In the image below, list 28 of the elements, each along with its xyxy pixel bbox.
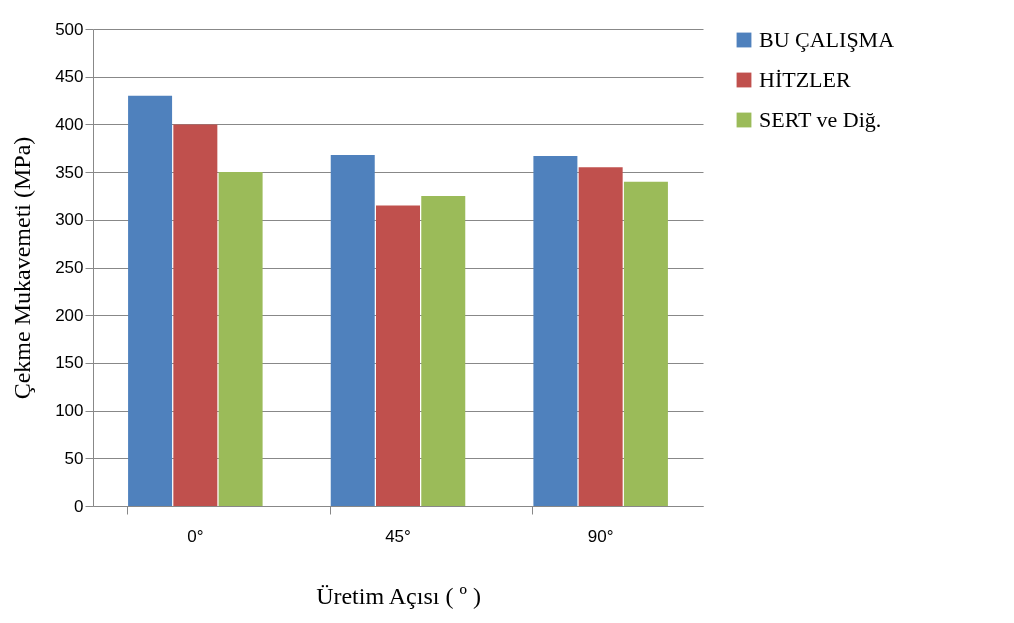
y-tick-label: 500	[55, 19, 84, 39]
y-tick-label: 200	[55, 305, 84, 325]
y-tick-label: 300	[55, 210, 84, 230]
bar	[376, 205, 420, 506]
y-axis-title: Çekme Mukavemeti (MPa)	[9, 136, 36, 400]
legend-label: BU ÇALIŞMA	[759, 27, 895, 52]
y-tick-label: 250	[55, 258, 84, 277]
bar	[330, 154, 375, 506]
bar	[533, 155, 578, 506]
bar	[173, 124, 218, 506]
bar	[421, 195, 466, 506]
legend-label: SERT ve Diğ.	[759, 107, 882, 132]
x-tick-label: 90°	[587, 526, 614, 546]
x-axis-title: Üretim Açısı ( º )	[316, 582, 481, 609]
bar	[218, 172, 263, 506]
bar	[578, 167, 623, 506]
y-tick-label: 450	[55, 67, 84, 87]
bar	[623, 181, 668, 506]
x-tick-label: 0°	[187, 526, 204, 546]
y-tick-label: 0	[74, 496, 84, 516]
y-tick-label: 400	[55, 114, 84, 134]
y-tick-label: 100	[55, 401, 84, 421]
bar	[128, 95, 173, 506]
legend-label: HİTZLER	[759, 67, 851, 92]
y-tick-label: 50	[64, 448, 84, 468]
y-tick-label: 150	[55, 353, 84, 373]
x-tick-label: 45°	[385, 526, 411, 546]
y-tick-label: 350	[55, 162, 84, 182]
